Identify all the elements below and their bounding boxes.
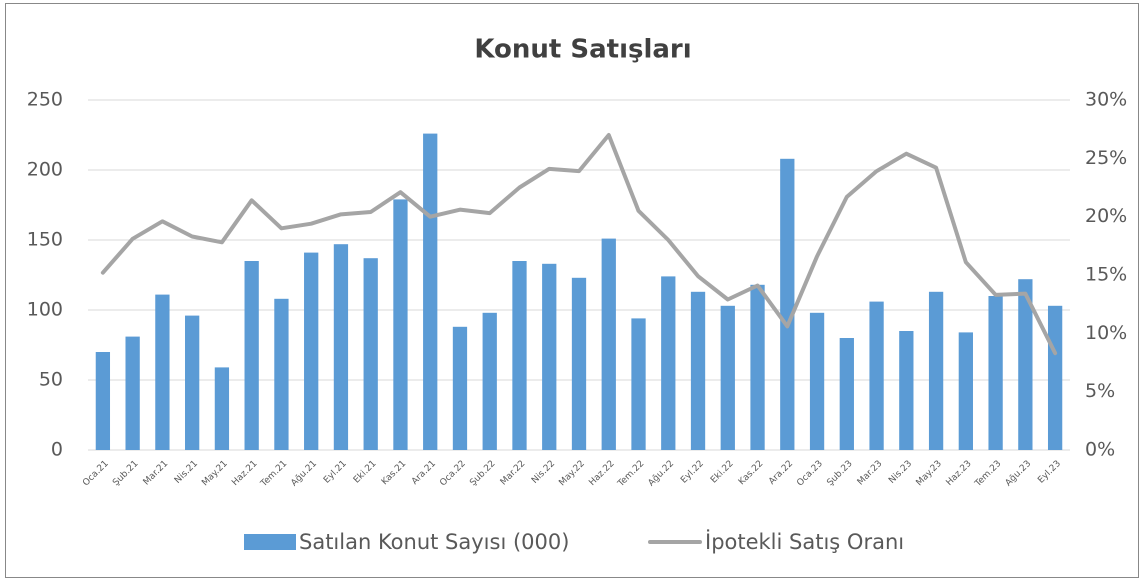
y2-tick-label: 25%: [1085, 147, 1127, 169]
chart-title: Konut Satışları: [474, 35, 691, 65]
bar: [571, 277, 587, 450]
bar: [155, 294, 170, 450]
bar: [423, 133, 438, 450]
bar: [542, 263, 557, 450]
bar: [809, 312, 825, 450]
bar: [274, 298, 289, 450]
bar: [333, 244, 349, 450]
y-tick-label: 100: [27, 299, 63, 321]
legend-label: Satılan Konut Sayısı (000): [299, 530, 569, 554]
bar: [839, 338, 854, 450]
bar: [601, 238, 616, 450]
bar: [304, 252, 319, 450]
bar: [185, 315, 200, 450]
bar: [690, 291, 706, 450]
bar: [661, 276, 676, 450]
bar: [482, 312, 497, 450]
bar: [988, 296, 1003, 450]
bar: [750, 284, 765, 450]
line: [100, 133, 1058, 356]
y2-tick-label: 15%: [1085, 264, 1127, 286]
bar: [452, 326, 468, 450]
y-tick-label: 0: [51, 439, 63, 461]
bar: [393, 199, 408, 450]
y2-tick-label: 0%: [1085, 439, 1115, 461]
y-tick-label: 50: [39, 369, 63, 391]
bar: [244, 261, 259, 450]
bar: [780, 158, 795, 451]
bar: [214, 367, 230, 450]
bar: [899, 331, 914, 450]
bar: [125, 336, 140, 450]
y2-tick-label: 30%: [1085, 89, 1127, 111]
bar: [720, 305, 735, 450]
bar: [958, 332, 973, 450]
bar: [512, 261, 527, 450]
bar: [95, 352, 111, 450]
y2-tick-label: 10%: [1085, 322, 1127, 344]
bar: [1018, 279, 1033, 450]
bar: [869, 301, 884, 450]
bar: [1047, 305, 1063, 450]
y-tick-label: 150: [27, 229, 63, 251]
y-tick-label: 200: [27, 159, 63, 181]
y2-tick-label: 5%: [1085, 380, 1115, 402]
bar: [631, 318, 646, 450]
y2-tick-label: 20%: [1085, 205, 1127, 227]
bar: [363, 258, 378, 450]
legend-label: İpotekli Satış Oranı: [705, 529, 904, 554]
legend-swatch: [244, 534, 296, 550]
y-tick-label: 250: [27, 89, 63, 111]
bar: [928, 291, 944, 450]
